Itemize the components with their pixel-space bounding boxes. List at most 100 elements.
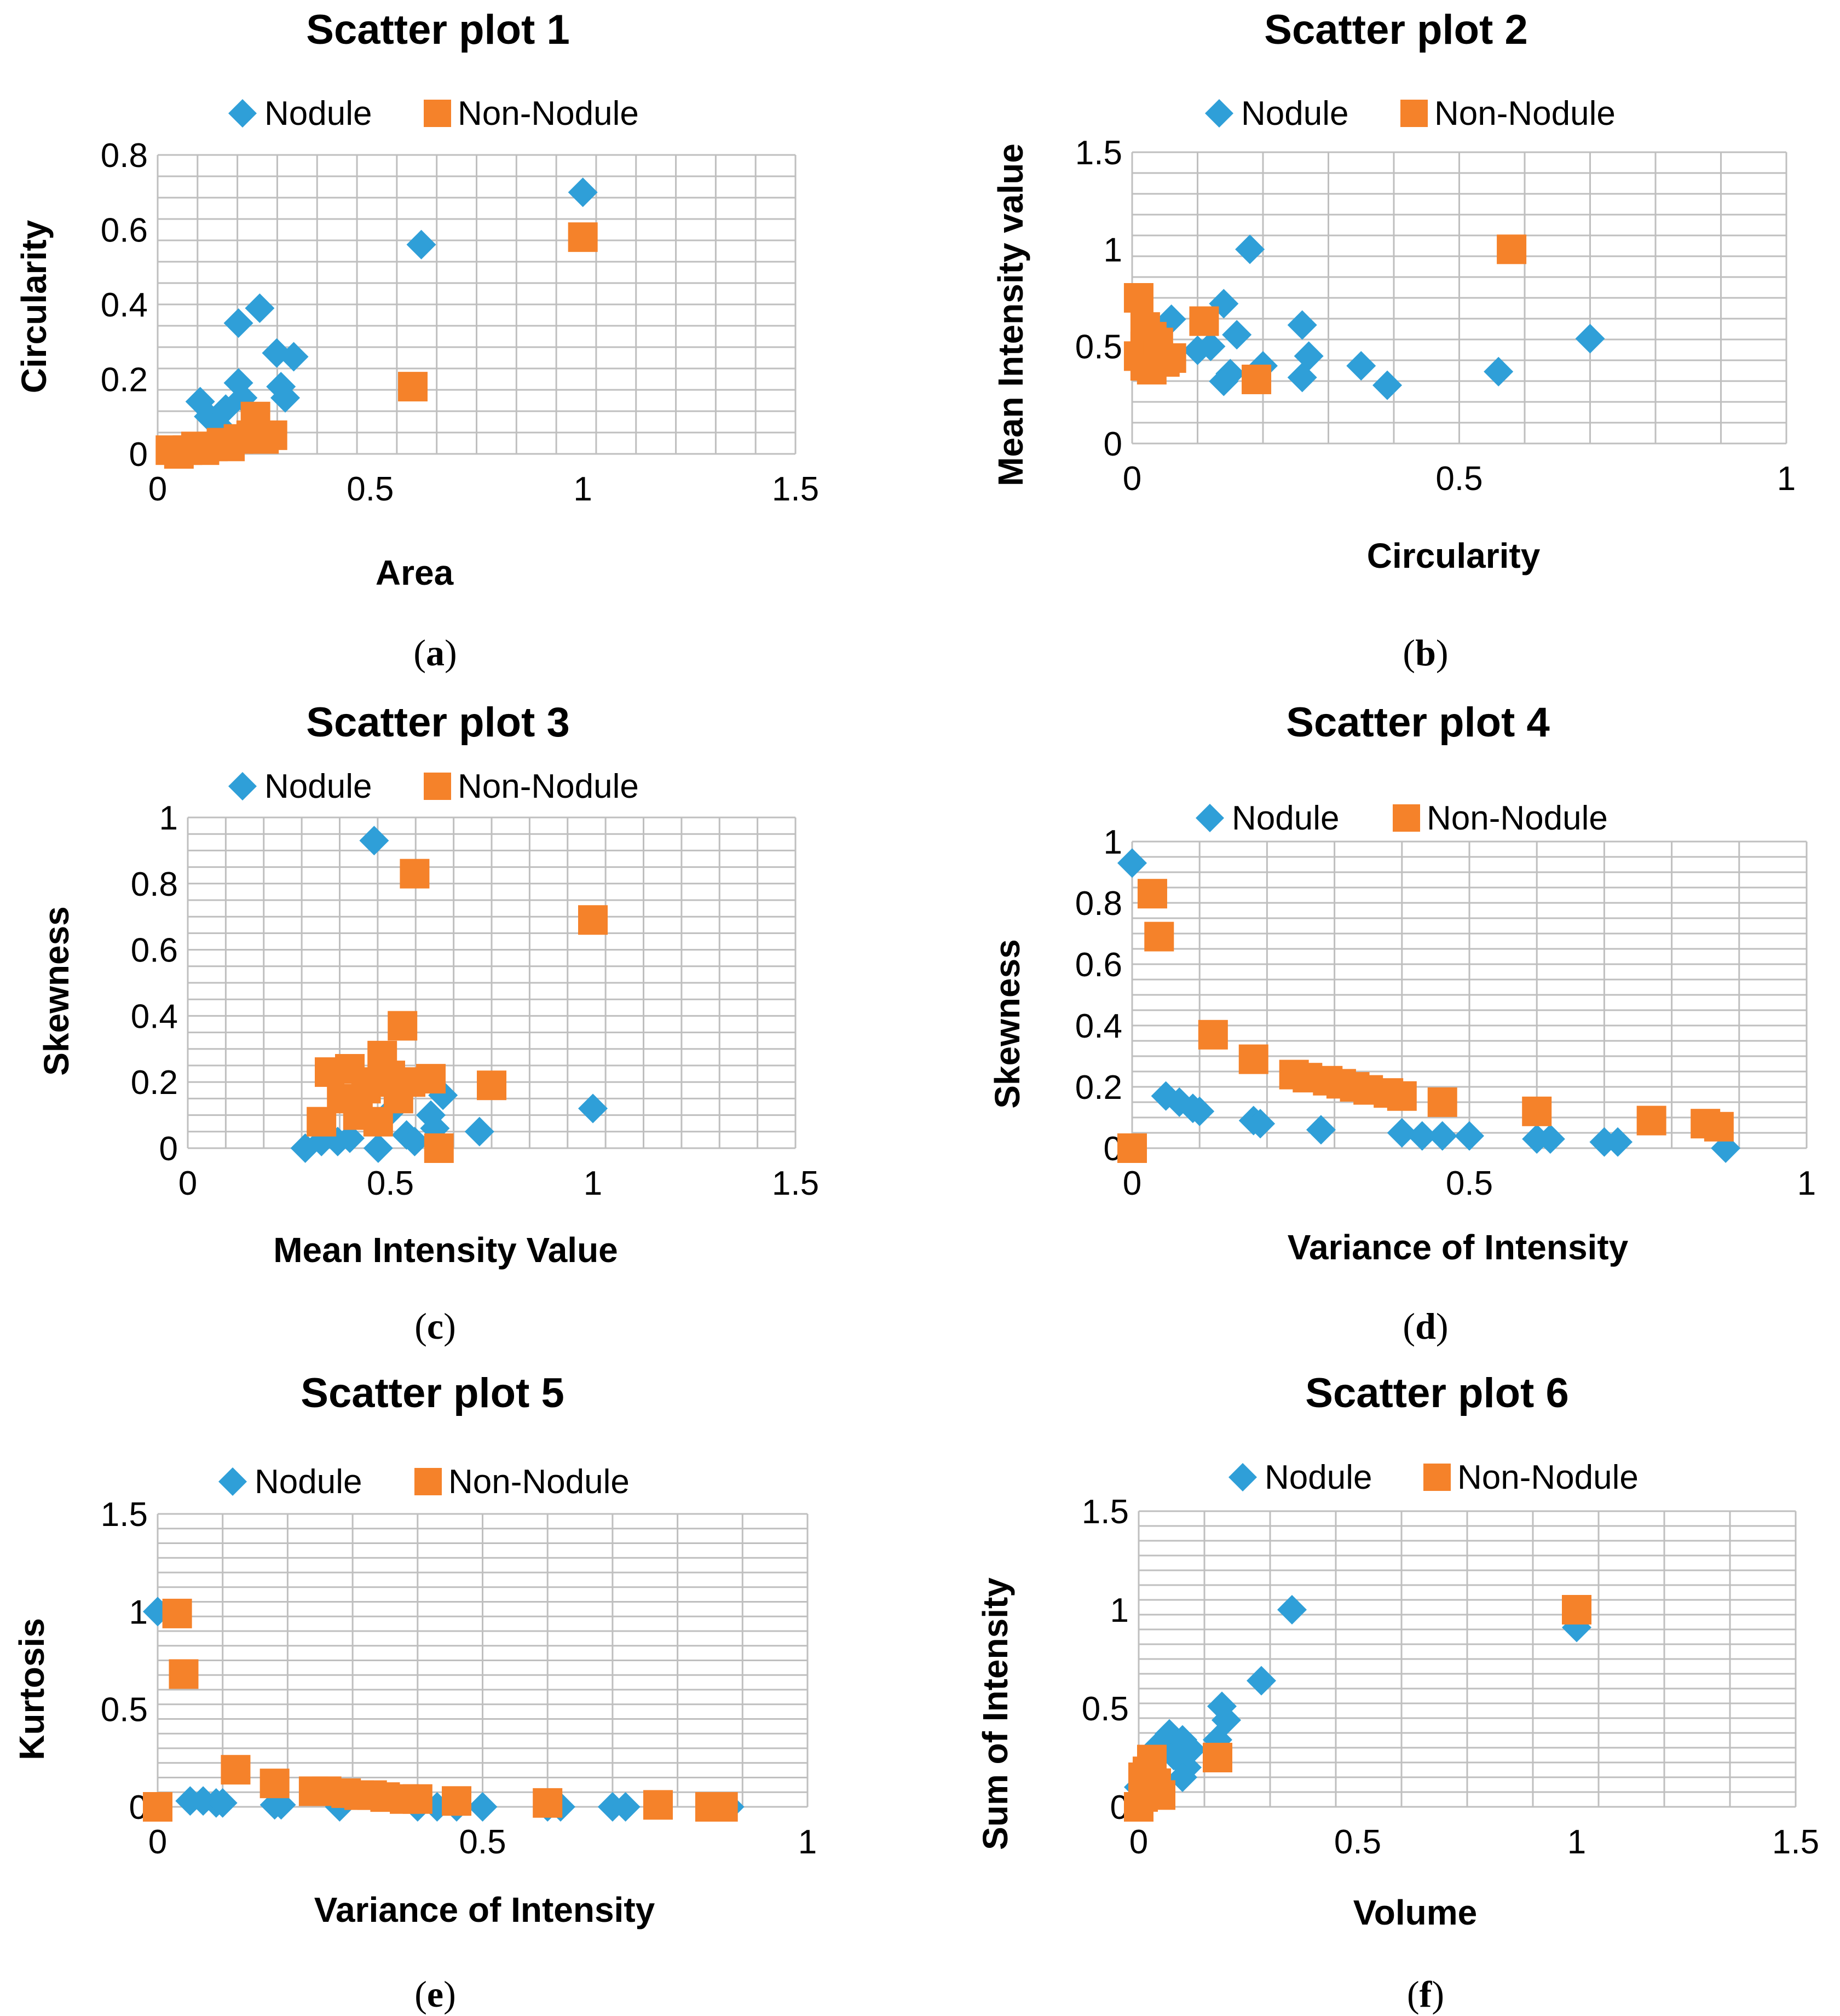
nodule-point (1407, 1121, 1437, 1151)
scatter-panel-a: Scatter plot 1 Nodule Non-Nodule 0 0.2 0.4… (14, 7, 819, 673)
x-tick-labels: 0 0.5 1 1.5 (148, 470, 819, 508)
y-tick-label: 1 (159, 799, 178, 837)
nodule-point (464, 1116, 494, 1147)
legend-non-nodule-label: Non-Nodule (448, 1463, 630, 1501)
legend-non-nodule-label: Non-Nodule (1434, 95, 1616, 133)
x-axis-label: Variance of Intensity (314, 1890, 655, 1929)
x-axis-label: Circularity (1367, 536, 1541, 575)
non-nodule-point (424, 1133, 454, 1163)
y-axis-label: Skewness (988, 939, 1027, 1109)
y-tick-label: 0.6 (131, 932, 178, 970)
y-tick-label: 0.5 (101, 1691, 148, 1729)
chart-title: Scatter plot 3 (306, 699, 569, 746)
legend-non-nodule-marker (1393, 804, 1420, 832)
y-tick-labels: 00.20.40.60.81 (1075, 823, 1122, 1168)
non-nodule-point (1123, 283, 1153, 313)
nodule-point (1235, 234, 1265, 264)
legend: Nodule Non-Nodule (228, 95, 639, 133)
scatter-panel-e: Scatter plot 5 Nodule Non-Nodule 00.511.… (12, 1370, 817, 2015)
non-nodule-point (398, 372, 428, 402)
legend-non-nodule-label: Non-Nodule (1457, 1459, 1639, 1496)
x-tick-label: 1 (1797, 1165, 1816, 1202)
x-tick-label: 0.5 (1446, 1165, 1493, 1202)
y-tick-label: 0.2 (131, 1064, 178, 1102)
nodule-point (1117, 848, 1147, 878)
legend-nodule-marker (218, 1467, 247, 1496)
legend: Nodule Non-Nodule (1205, 95, 1616, 133)
y-tick-label: 0.4 (1075, 1007, 1122, 1045)
non-nodule-point (162, 1598, 192, 1628)
x-tick-label: 1 (1567, 1823, 1586, 1861)
x-tick-label: 0 (1129, 1823, 1148, 1861)
y-tick-labels: 00.511.5 (1075, 134, 1122, 463)
nodule-point (279, 342, 309, 372)
non-nodule-point (1137, 879, 1167, 909)
y-tick-label: 0.5 (1082, 1690, 1129, 1728)
x-tick-label: 0 (178, 1165, 197, 1202)
non-nodule-point (221, 1755, 251, 1785)
y-tick-label: 0.5 (1075, 329, 1122, 366)
nodule-point (245, 293, 275, 323)
y-axis-label: Sum of Intensity (976, 1577, 1015, 1850)
legend-non-nodule-label: Non-Nodule (458, 768, 639, 805)
x-tick-label: 0.5 (1435, 460, 1483, 498)
non-nodule-point (259, 1769, 290, 1799)
y-tick-labels: 00.511.5 (101, 1496, 148, 1827)
nodule-point (1287, 310, 1317, 340)
x-axis-label: Variance of Intensity (1288, 1228, 1629, 1267)
y-tick-label: 0.4 (101, 286, 148, 324)
nodule-point (568, 177, 598, 208)
non-nodule-point (388, 1011, 418, 1041)
nodule-point (416, 1100, 446, 1130)
nodule-point (1535, 1124, 1565, 1154)
nodule-point (468, 1792, 498, 1822)
x-tick-label: 1.5 (1772, 1823, 1819, 1861)
non-nodule-point (533, 1788, 563, 1818)
nodule-point (1247, 1666, 1276, 1696)
data-points (1117, 848, 1741, 1163)
non-nodule-point (578, 905, 608, 935)
legend-nodule-label: Nodule (1265, 1459, 1372, 1496)
nodule-point (1427, 1121, 1457, 1151)
nodule-point (1277, 1595, 1307, 1625)
x-axis-label: Area (376, 553, 454, 592)
non-nodule-point (1242, 364, 1272, 394)
plot-grid (157, 154, 797, 455)
non-nodule-point (568, 222, 598, 252)
non-nodule-point (1497, 234, 1527, 264)
scatter-panel-b: Scatter plot 2 Nodule Non-Nodule 00.511.… (991, 7, 1796, 673)
y-tick-label: 1 (1104, 231, 1122, 269)
non-nodule-point (1704, 1111, 1734, 1142)
legend-nodule-marker (228, 99, 257, 128)
x-tick-labels: 0 0.5 1 1.5 (1129, 1823, 1819, 1861)
non-nodule-point (1198, 1019, 1228, 1050)
y-tick-labels: 0 0.2 0.4 0.6 0.8 (101, 137, 148, 474)
x-tick-label: 0 (148, 1823, 167, 1861)
nodule-point (1185, 1096, 1215, 1126)
non-nodule-point (1189, 306, 1219, 336)
caption-a: (a) (413, 632, 457, 673)
non-nodule-point (1144, 921, 1174, 952)
non-nodule-point (257, 420, 287, 450)
y-tick-label: 0.8 (1075, 885, 1122, 923)
x-tick-labels: 0 0.5 1 (148, 1823, 817, 1861)
legend: Nodule Non-Nodule (228, 768, 639, 805)
non-nodule-point (1427, 1087, 1457, 1117)
x-tick-labels: 0 0.5 1 1.5 (178, 1165, 819, 1202)
non-nodule-point (442, 1786, 472, 1816)
non-nodule-point (1238, 1044, 1268, 1074)
non-nodule-point (1156, 343, 1186, 373)
x-tick-label: 0 (1123, 1165, 1141, 1202)
nodule-point (1207, 1691, 1237, 1721)
y-axis-label: Kurtosis (12, 1618, 51, 1760)
legend: Nodule Non-Nodule (218, 1463, 630, 1501)
legend-non-nodule-label: Non-Nodule (1427, 799, 1608, 837)
y-tick-label: 1.5 (1082, 1493, 1129, 1531)
y-tick-label: 0.6 (1075, 946, 1122, 984)
nodule-point (1603, 1127, 1633, 1157)
non-nodule-point (400, 859, 430, 889)
x-tick-label: 1.5 (772, 470, 819, 508)
legend-nodule-label: Nodule (1241, 95, 1348, 133)
legend-non-nodule-marker (1423, 1464, 1451, 1491)
